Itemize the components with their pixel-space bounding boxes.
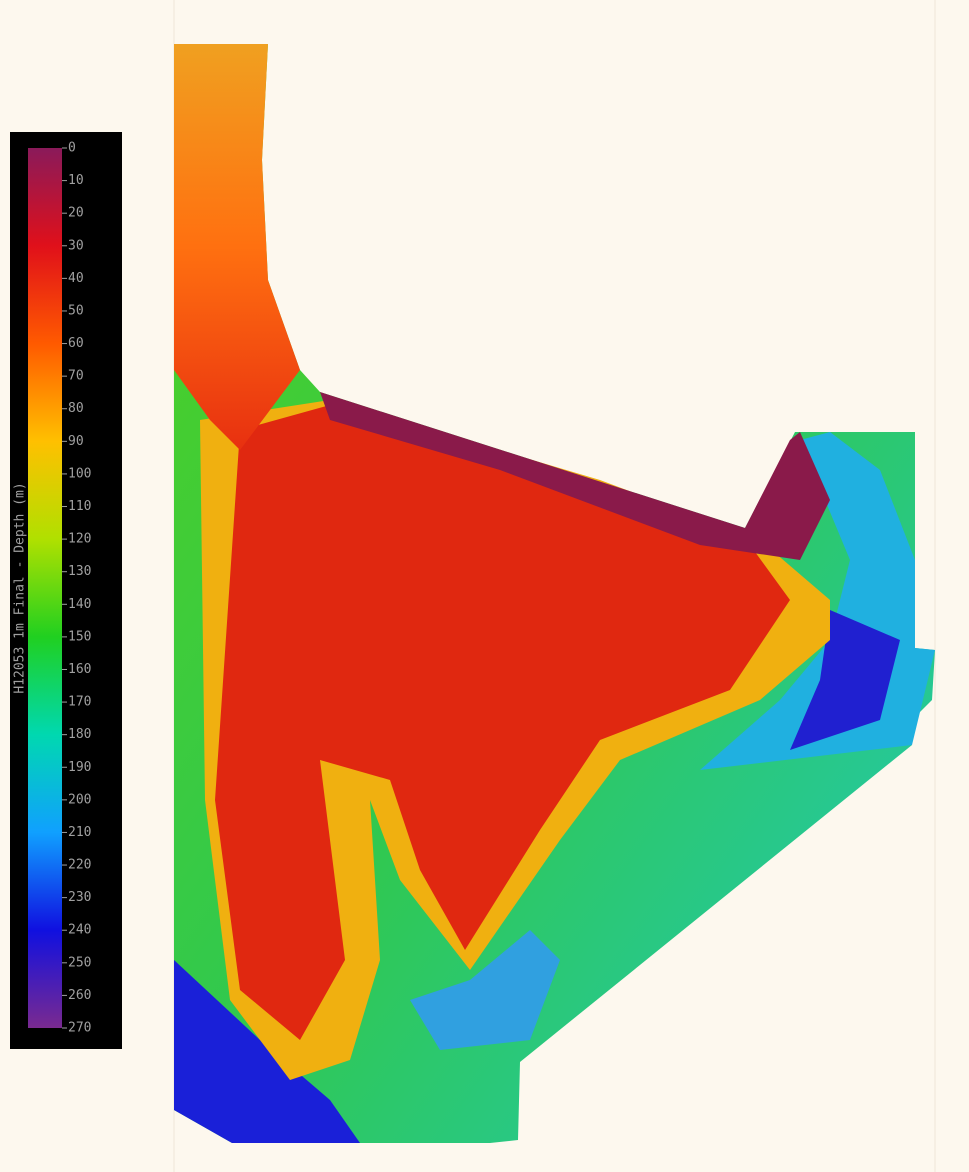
tick-label: 210 xyxy=(68,825,91,840)
tick-label: 220 xyxy=(68,858,91,873)
tick-label: 180 xyxy=(68,727,91,742)
tick-label: 20 xyxy=(68,206,84,221)
tick-label: 110 xyxy=(68,499,91,514)
tick-label: 260 xyxy=(68,988,91,1003)
tick-label: 140 xyxy=(68,597,91,612)
tick-label: 150 xyxy=(68,629,91,644)
tick-label: 80 xyxy=(68,401,84,416)
tick-label: 200 xyxy=(68,792,91,807)
tick-label: 60 xyxy=(68,336,84,351)
tick-label: 50 xyxy=(68,303,84,318)
tick-label: 270 xyxy=(68,1021,91,1036)
tick-label: 190 xyxy=(68,760,91,775)
tick-label: 160 xyxy=(68,662,91,677)
tick-label: 230 xyxy=(68,890,91,905)
page: H12053 1m Final - Depth (m) 0 10 20 30 40 50 6… xyxy=(0,0,969,1172)
tick-label: 240 xyxy=(68,923,91,938)
tick-label: 90 xyxy=(68,434,84,449)
tick-label: 100 xyxy=(68,466,91,481)
tick-label: 170 xyxy=(68,695,91,710)
tick-label: 0 xyxy=(68,141,76,156)
tick-label: 30 xyxy=(68,238,84,253)
tick-label: 130 xyxy=(68,564,91,579)
tick-label: 250 xyxy=(68,955,91,970)
tick-label: 10 xyxy=(68,173,84,188)
color-legend: H12053 1m Final - Depth (m) 0 10 20 30 40 50 6… xyxy=(10,132,122,1049)
tick-label: 40 xyxy=(68,271,84,286)
legend-title: H12053 1m Final - Depth (m) xyxy=(13,482,28,693)
color-bar xyxy=(28,148,62,1028)
tick-label: 70 xyxy=(68,369,84,384)
tick-label: 120 xyxy=(68,532,91,547)
